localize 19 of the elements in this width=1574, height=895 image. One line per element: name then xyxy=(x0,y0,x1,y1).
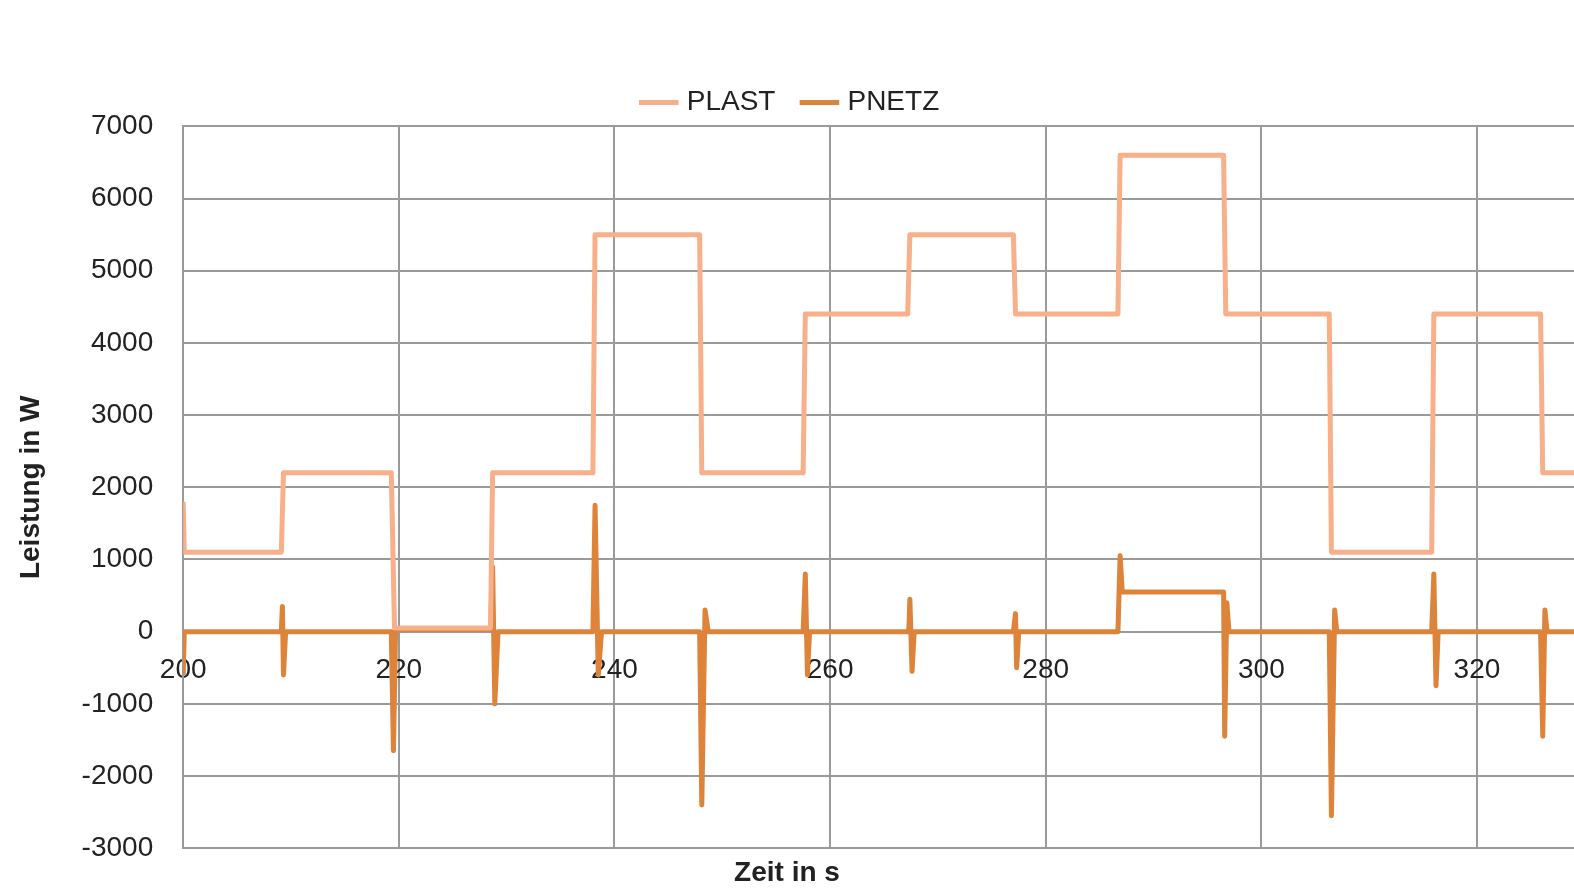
y-tick-label: -1000 xyxy=(81,686,154,718)
legend-label: PLAST xyxy=(686,85,776,117)
y-tick-label: -2000 xyxy=(81,758,154,790)
x-tick-label: 320 xyxy=(1453,653,1501,685)
y-axis-title: Leistung in W xyxy=(13,394,45,580)
x-tick-label: 200 xyxy=(159,653,207,685)
y-tick-label: 4000 xyxy=(90,325,154,357)
y-tick-label: 2000 xyxy=(90,470,154,502)
y-tick-label: -3000 xyxy=(81,830,154,862)
y-tick-label: 7000 xyxy=(90,109,154,141)
legend-label: PNETZ xyxy=(847,85,940,117)
y-tick-label: 3000 xyxy=(90,397,154,429)
y-tick-label: 6000 xyxy=(90,181,154,213)
y-tick-label: 0 xyxy=(137,614,154,646)
y-tick-label: 1000 xyxy=(90,542,154,574)
y-tick-label: 5000 xyxy=(90,253,154,285)
x-tick-label: 280 xyxy=(1022,653,1070,685)
x-tick-label: 300 xyxy=(1237,653,1285,685)
x-axis-title: Zeit in s xyxy=(734,856,840,887)
